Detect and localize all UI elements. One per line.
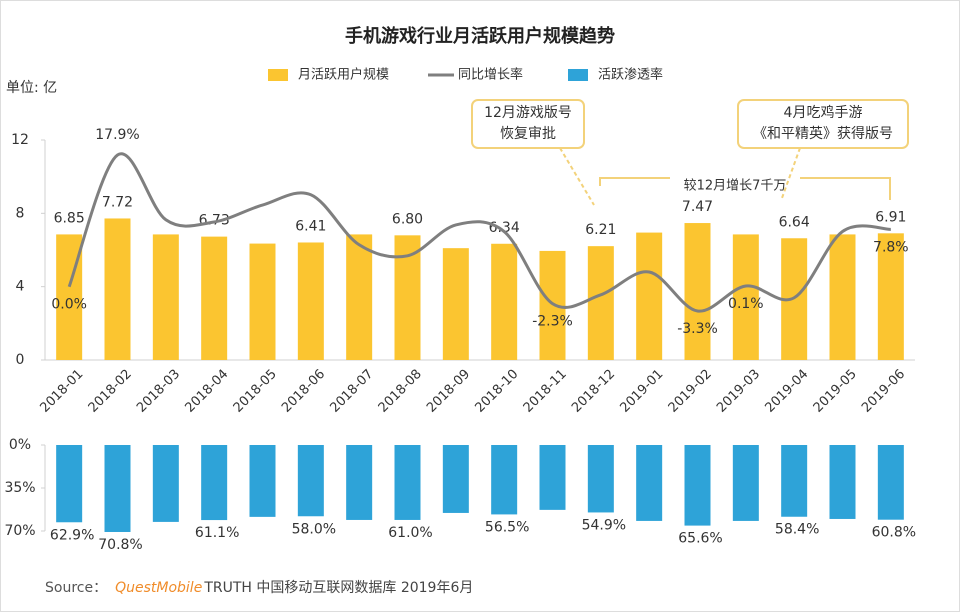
data-label: 58.0% xyxy=(292,521,336,537)
line xyxy=(67,152,891,313)
bar xyxy=(297,242,324,360)
bar xyxy=(877,233,904,360)
annotation-arrow xyxy=(781,147,801,199)
bar xyxy=(877,445,904,520)
data-label: 54.9% xyxy=(582,517,626,533)
annotation: 恢复审批 xyxy=(500,125,556,142)
bar xyxy=(346,445,373,520)
bar xyxy=(249,243,276,360)
source-brand: QuestMobile xyxy=(115,580,202,596)
annotation-box xyxy=(471,99,585,149)
data-label: 61.1% xyxy=(195,525,239,541)
legend-label: 活跃渗透率 xyxy=(598,67,663,83)
bar xyxy=(636,232,663,360)
bar xyxy=(829,234,856,360)
annotation-box xyxy=(737,99,909,149)
bar xyxy=(539,250,566,360)
data-label: 6.91 xyxy=(875,209,906,225)
data-label: 61.0% xyxy=(388,525,432,541)
data-label: 6.21 xyxy=(585,222,616,238)
bar xyxy=(539,445,566,510)
bar xyxy=(732,234,759,360)
data-label: -2.3% xyxy=(532,314,573,330)
bar xyxy=(636,445,663,521)
bar xyxy=(442,445,469,513)
y-tick-label: 0 xyxy=(16,352,25,368)
y-tick-label: 8 xyxy=(16,205,25,221)
bar xyxy=(829,445,856,519)
bar xyxy=(732,445,759,521)
bar xyxy=(249,445,276,517)
bracket-label: 较12月增长7千万 xyxy=(684,179,787,194)
bar xyxy=(394,235,421,360)
bar xyxy=(684,445,711,526)
data-label: -3.3% xyxy=(677,321,718,337)
data-label: 0.0% xyxy=(51,297,87,313)
bar xyxy=(201,445,228,521)
y-tick-label: 70% xyxy=(4,523,35,539)
legend-label: 同比增长率 xyxy=(458,67,523,83)
bar xyxy=(394,445,421,520)
data-label: 56.5% xyxy=(485,519,529,535)
legend-swatch xyxy=(568,69,588,81)
source-prefix: Source： xyxy=(45,580,107,596)
y-tick-label: 35% xyxy=(4,480,35,496)
bar xyxy=(491,243,518,360)
bar xyxy=(781,445,808,517)
bar xyxy=(587,246,614,360)
data-label: 7.47 xyxy=(682,199,713,215)
data-label: 60.8% xyxy=(872,525,916,541)
bar xyxy=(201,236,228,360)
bar xyxy=(684,223,711,360)
bar xyxy=(104,218,131,360)
data-label: 6.34 xyxy=(489,220,520,236)
data-label: 70.8% xyxy=(98,537,142,553)
data-label: 7.72 xyxy=(102,194,133,210)
y-tick-label: 12 xyxy=(11,132,29,148)
bracket xyxy=(599,177,891,200)
unit-label: 单位: 亿 xyxy=(6,80,57,96)
chart-title: 手机游戏行业月活跃用户规模趋势 xyxy=(345,25,615,47)
data-label: 7.8% xyxy=(873,239,909,255)
bar xyxy=(346,234,373,360)
annotation: 《和平精英》获得版号 xyxy=(753,125,893,142)
y-tick-label: 0% xyxy=(9,437,31,453)
data-label: 58.4% xyxy=(775,522,819,538)
legend-label: 月活跃用户规模 xyxy=(298,67,389,83)
bar xyxy=(152,445,179,522)
annotation: 12月游戏版号 xyxy=(484,105,572,121)
bar xyxy=(442,248,469,360)
data-label: 62.9% xyxy=(50,527,94,543)
y-tick-label: 4 xyxy=(16,279,25,295)
bar xyxy=(152,234,179,360)
source-text: TRUTH 中国移动互联网数据库 2019年6月 xyxy=(203,580,473,596)
data-label: 6.80 xyxy=(392,211,423,227)
source: Source： QuestMobile TRUTH 中国移动互联网数据库 2019年… xyxy=(45,580,473,596)
bar xyxy=(297,445,324,517)
annotation: 4月吃鸡手游 xyxy=(784,104,863,121)
bar xyxy=(491,445,518,515)
data-label: 6.85 xyxy=(54,210,85,226)
data-label: 65.6% xyxy=(678,531,722,547)
legend-swatch xyxy=(268,69,288,81)
bar xyxy=(104,445,131,532)
data-label: 0.1% xyxy=(728,296,764,312)
bar xyxy=(56,445,83,523)
data-label: 17.9% xyxy=(95,127,139,143)
bar xyxy=(587,445,614,513)
data-label: 6.64 xyxy=(779,214,810,230)
data-label: 6.41 xyxy=(295,218,326,234)
